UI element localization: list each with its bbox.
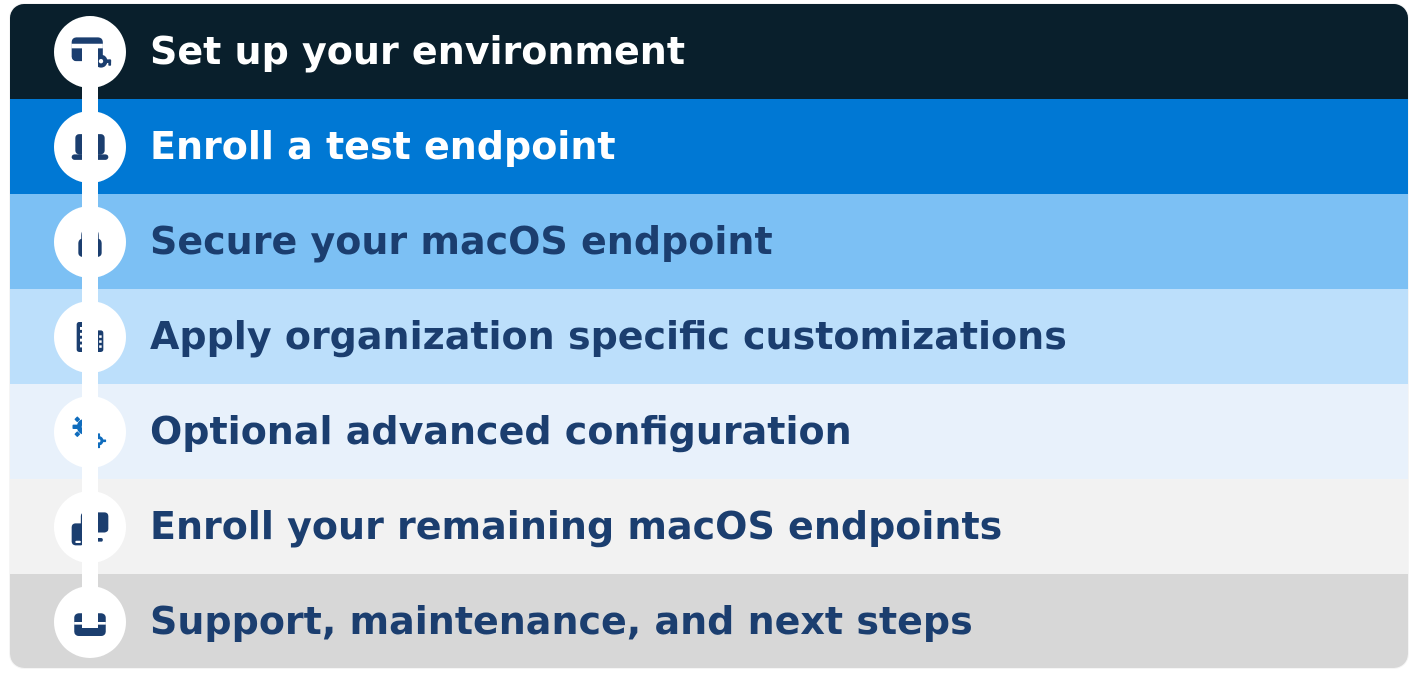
step-label: Enroll a test endpoint: [150, 126, 616, 168]
step-support-maintenance: Support, maintenance, and next steps: [10, 574, 1408, 668]
step-label: Set up your environment: [150, 31, 685, 73]
step-optional-advanced: Optional advanced configuration: [10, 384, 1408, 479]
step-label: Enroll your remaining macOS endpoints: [150, 506, 1002, 548]
step-label: Optional advanced configuration: [150, 411, 852, 453]
step-label: Secure your macOS endpoint: [150, 221, 773, 263]
diagram-stage: Set up your environment Enroll a test en…: [0, 0, 1425, 674]
step-enroll-test: Enroll a test endpoint: [10, 99, 1408, 194]
step-label: Apply organization specific customizatio…: [150, 316, 1067, 358]
step-enroll-remaining: Enroll your remaining macOS endpoints: [10, 479, 1408, 574]
step-secure-macos: Secure your macOS endpoint: [10, 194, 1408, 289]
steps-list: Set up your environment Enroll a test en…: [10, 4, 1408, 668]
step-setup-environment: Set up your environment: [10, 4, 1408, 99]
step-connector-line: [82, 44, 98, 628]
step-apply-customizations: Apply organization specific customizatio…: [10, 289, 1408, 384]
step-label: Support, maintenance, and next steps: [150, 601, 973, 643]
